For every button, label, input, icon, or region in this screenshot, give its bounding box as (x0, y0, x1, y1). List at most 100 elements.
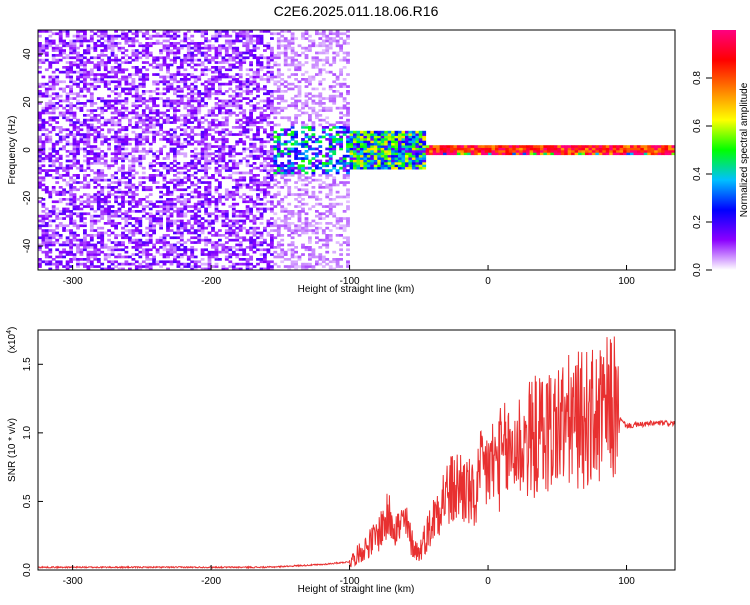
heatmap-cell (366, 140, 371, 144)
heatmap-cell (117, 102, 122, 105)
heatmap-cell (332, 73, 337, 76)
heatmap-cell (263, 176, 267, 180)
heatmap-cell (242, 214, 247, 218)
heatmap-cell (141, 250, 146, 254)
heatmap-cell (221, 73, 226, 76)
heatmap-cell (138, 164, 143, 168)
heatmap-cell (58, 30, 63, 33)
heatmap-cell (207, 145, 212, 148)
heatmap-cell (100, 169, 105, 172)
heatmap-cell (58, 51, 63, 55)
heatmap-cell (159, 241, 163, 244)
heatmap-cell (256, 56, 260, 60)
heatmap-cell (121, 267, 125, 270)
heatmap-cell (96, 118, 101, 122)
heatmap-cell (117, 188, 122, 192)
heatmap-cell (252, 97, 257, 100)
heatmap-cell (245, 147, 250, 151)
heatmap-cell (152, 205, 156, 208)
heatmap-cell (245, 30, 250, 33)
heatmap-cell (186, 176, 191, 180)
heatmap-cell (394, 166, 399, 170)
heatmap-cell (231, 104, 236, 108)
heatmap-cell (311, 121, 316, 124)
heatmap-cell (83, 138, 87, 141)
heatmap-cell (100, 236, 105, 240)
heatmap-cell (266, 90, 271, 93)
heatmap-cell (131, 157, 136, 160)
heatmap-cell (124, 229, 129, 232)
heatmap-cell (387, 130, 392, 134)
heatmap-cell (214, 169, 219, 172)
heatmap-cell (117, 255, 122, 259)
heatmap-cell (159, 66, 163, 69)
heatmap-cell (259, 87, 264, 91)
heatmap-cell (280, 133, 285, 136)
heatmap-cell (276, 75, 281, 79)
heatmap-cell (173, 32, 177, 36)
heatmap-cell (38, 171, 42, 175)
heatmap-cell (86, 150, 91, 153)
heatmap-cell (204, 166, 208, 170)
heatmap-cell (114, 214, 118, 218)
heatmap-cell (273, 183, 278, 187)
heatmap-cell (134, 94, 139, 98)
heatmap-cell (252, 234, 257, 237)
heatmap-cell (65, 118, 70, 122)
heatmap-cell (263, 99, 267, 103)
heatmap-cell (235, 126, 240, 129)
heatmap-cell (69, 265, 73, 268)
heatmap-cell (96, 63, 101, 67)
heatmap-cell (76, 118, 80, 122)
heatmap-cell (224, 102, 229, 105)
heatmap-cell (103, 246, 108, 249)
heatmap-cell (290, 87, 295, 91)
heatmap-cell (100, 109, 105, 112)
heatmap-cell (231, 159, 236, 163)
heatmap-cell (311, 78, 316, 81)
heatmap-cell (266, 58, 271, 62)
heatmap-cell (190, 42, 195, 45)
heatmap-cell (48, 250, 53, 254)
heatmap-cell (335, 106, 340, 110)
heatmap-cell (249, 82, 253, 86)
heatmap-cell (207, 253, 212, 256)
heatmap-cell (287, 56, 292, 60)
heatmap-cell (224, 255, 229, 259)
heatmap-cell (207, 154, 212, 158)
heatmap-cell (117, 109, 122, 112)
heatmap-cell (214, 61, 219, 64)
heatmap-cell (169, 106, 174, 110)
heatmap-cell (83, 200, 87, 204)
heatmap-cell (259, 202, 264, 206)
heatmap-cell (211, 234, 215, 237)
heatmap-cell (276, 171, 281, 175)
heatmap-cell (58, 87, 63, 91)
heatmap-cell (110, 54, 115, 57)
heatmap-cell (294, 94, 298, 98)
heatmap-cell (221, 135, 226, 139)
heatmap-cell (249, 75, 253, 79)
heatmap-cell (204, 164, 208, 168)
heatmap-cell (211, 80, 215, 84)
heatmap-cell (176, 181, 181, 184)
heatmap-cell (134, 186, 139, 189)
heatmap-cell (93, 246, 98, 249)
heatmap-cell (96, 174, 101, 177)
heatmap-cell (55, 58, 60, 62)
heatmap-cell (321, 58, 326, 62)
heatmap-cell (96, 250, 101, 254)
heatmap-cell (349, 135, 354, 139)
heatmap-cell (301, 207, 305, 211)
heatmap-cell (169, 128, 174, 132)
heatmap-cell (55, 255, 60, 259)
heatmap-cell (173, 164, 177, 168)
heatmap-cell (287, 128, 292, 132)
heatmap-cell (301, 222, 305, 225)
heatmap-cell (131, 138, 136, 141)
heatmap-cell (86, 193, 91, 196)
heatmap-cell (342, 51, 347, 55)
heatmap-cell (193, 99, 198, 103)
heatmap-cell (79, 54, 84, 57)
heatmap-cell (173, 154, 177, 158)
